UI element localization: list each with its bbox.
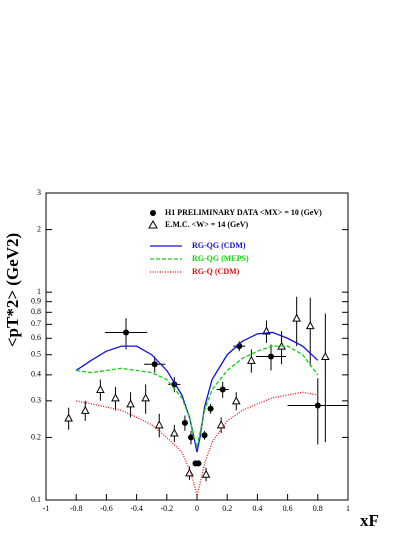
- y-tick-label: 0.2: [31, 432, 41, 441]
- data-point: [187, 434, 194, 441]
- data-point: [141, 393, 150, 402]
- y-tick-label: 0.4: [31, 370, 41, 379]
- data-point: [305, 321, 315, 330]
- data-point: [201, 469, 211, 478]
- data-point: [231, 396, 241, 405]
- legend-label: H1 PRELIMINARY DATA <MX> = 10 (GeV): [165, 208, 322, 217]
- data-point: [247, 355, 256, 364]
- data-point: [64, 413, 73, 422]
- y-tick-label: 3: [37, 188, 41, 197]
- y-tick-label: 0.5: [31, 350, 41, 359]
- x-tick-label: 0.2: [222, 504, 232, 513]
- data-point: [292, 313, 301, 322]
- y-tick-label: 0.1: [31, 495, 41, 504]
- data-point: [111, 393, 120, 402]
- x-tick-label: 1: [346, 504, 350, 513]
- data-point: [123, 329, 130, 336]
- y-tick-label: 0.3: [31, 396, 41, 405]
- data-point: [207, 405, 214, 412]
- data-point: [321, 351, 330, 361]
- legend-label: RG-QG (CDM): [192, 241, 246, 250]
- x-tick-label: -0.2: [160, 504, 173, 513]
- legend-marker: [148, 219, 158, 229]
- data-point: [267, 353, 274, 360]
- data-point: [219, 386, 226, 393]
- y-tick-label: 0.6: [31, 333, 41, 342]
- data-point: [126, 399, 135, 408]
- legend-label: E.M.C. <W> = 14 (GeV): [165, 220, 249, 229]
- y-tick-label: 0.7: [31, 319, 41, 328]
- y-tick-label: 2: [37, 224, 41, 233]
- x-tick-label: -1: [43, 504, 50, 513]
- data-point: [170, 428, 179, 437]
- data-point: [201, 432, 208, 439]
- x-axis-label: xF: [360, 511, 379, 530]
- data-point: [96, 384, 105, 394]
- legend-label: RG-QG (MEPS): [192, 254, 249, 263]
- x-tick-label: 0.4: [252, 504, 262, 513]
- x-tick-label: 0.6: [283, 504, 293, 513]
- x-tick-label: 0.8: [313, 504, 323, 513]
- data-point: [181, 419, 188, 426]
- y-tick-label: 0.9: [31, 297, 41, 306]
- x-tick-label: 0: [195, 504, 199, 513]
- data-point: [195, 460, 202, 467]
- data-point: [314, 402, 321, 409]
- y-axis-label: <pT*2> (GeV2): [3, 233, 22, 347]
- y-tick-label: 0.8: [31, 307, 41, 316]
- curve: [76, 345, 319, 450]
- data-point: [216, 420, 226, 429]
- data-point: [154, 420, 164, 429]
- data-point: [185, 468, 194, 477]
- curve: [75, 331, 319, 453]
- legend-marker: [150, 210, 156, 216]
- legend-label: RG-Q (CDM): [192, 267, 240, 276]
- x-tick-label: -0.4: [130, 504, 143, 513]
- data-point: [80, 405, 90, 414]
- data-point: [151, 361, 158, 368]
- x-tick-label: -0.8: [70, 504, 83, 513]
- y-tick-label: 1: [37, 287, 41, 296]
- x-tick-label: -0.6: [100, 504, 113, 513]
